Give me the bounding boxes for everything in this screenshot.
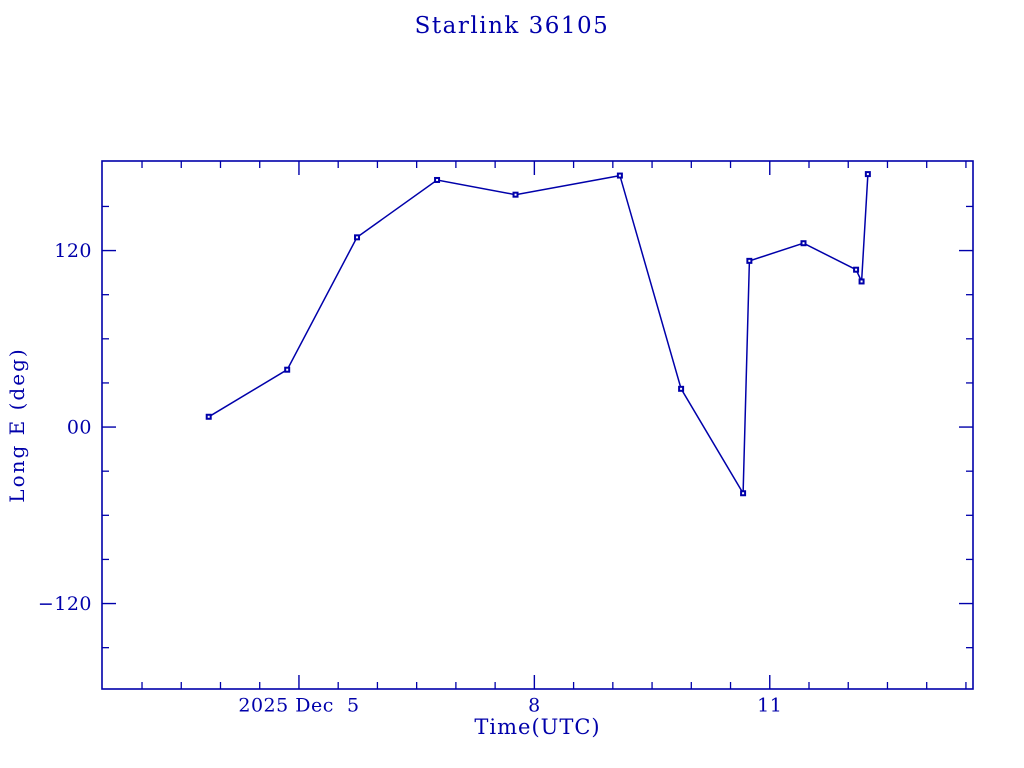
data-point-marker-core — [742, 492, 745, 495]
data-point-marker-core — [866, 173, 869, 176]
data-point-marker-core — [860, 280, 863, 283]
chart-title: Starlink 36105 — [414, 13, 610, 39]
x-tick-label: 2025 Dec 5 — [238, 695, 359, 717]
data-point-marker-core — [514, 193, 517, 196]
data-point-marker-core — [618, 174, 621, 177]
plot-frame — [101, 160, 974, 690]
y-tick-label: 00 — [67, 417, 92, 439]
data-point-marker-core — [207, 415, 210, 418]
data-point-marker-core — [748, 259, 751, 262]
y-tick-label: 120 — [54, 240, 92, 262]
data-point-marker-core — [356, 236, 359, 239]
y-tick-label: −120 — [38, 593, 92, 615]
x-tick-label: 8 — [528, 695, 541, 717]
data-point-marker-core — [855, 268, 858, 271]
x-tick-label: 11 — [757, 695, 782, 717]
data-point-marker-core — [680, 387, 683, 390]
data-point-marker-core — [286, 368, 289, 371]
data-point-marker-core — [436, 178, 439, 181]
series-line — [208, 174, 869, 496]
x-axis-title: Time(UTC) — [474, 715, 601, 739]
data-point-marker-core — [802, 242, 805, 245]
